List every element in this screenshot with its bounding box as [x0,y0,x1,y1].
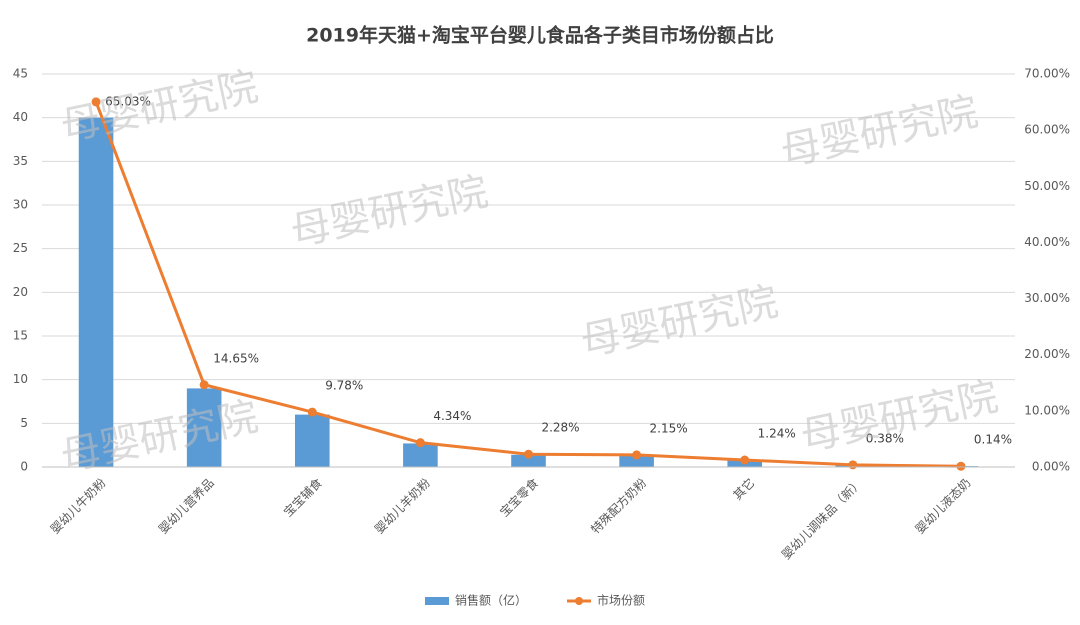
y-tick-label: 30 [13,198,28,212]
y-tick-label: 45 [13,67,28,81]
y-tick-label: 5 [20,416,28,430]
line-point [199,380,209,390]
data-label: 1.24% [758,427,796,441]
line-point [91,97,101,107]
line-point [632,450,642,460]
line-point [524,449,533,459]
legend-label: 市场份额 [597,593,645,608]
legend-swatch [425,597,449,605]
line-point [848,460,858,470]
y-tick-label: 15 [13,329,28,343]
y-tick-label: 40 [13,110,28,124]
y-tick-label: 25 [13,241,28,255]
data-label: 0.14% [974,433,1012,447]
chart-title: 2019年天猫+淘宝平台婴儿食品各子类目市场份额占比 [306,24,774,47]
y2-tick-label: 10.00% [1024,403,1070,417]
line-point [307,407,317,417]
y2-tick-label: 40.00% [1024,235,1070,249]
data-label: 2.28% [541,421,579,435]
y2-tick-label: 50.00% [1024,179,1070,193]
y-tick-label: 0 [20,460,28,474]
line-point [740,455,750,465]
data-label: 4.34% [433,409,471,423]
bar [78,117,114,468]
y-tick-label: 20 [13,285,28,299]
legend-label: 销售额（亿） [455,593,527,608]
y-tick-label: 35 [13,154,28,168]
bar [511,454,546,467]
bar [619,455,654,467]
y-tick-label: 10 [13,372,28,386]
bar [403,443,438,467]
y2-tick-label: 60.00% [1024,123,1070,137]
data-label: 2.15% [650,421,688,435]
y2-tick-label: 70.00% [1024,67,1070,81]
bar [294,414,330,467]
line-point [415,438,425,448]
data-label: 14.65% [213,351,259,365]
y2-tick-label: 20.00% [1024,347,1070,361]
data-label: 9.78% [325,379,363,393]
data-label: 0.38% [866,431,904,445]
line-point [956,461,966,471]
bar [186,388,222,467]
y2-tick-label: 30.00% [1024,291,1070,305]
y2-tick-label: 0.00% [1032,460,1070,474]
legend-swatch [575,597,584,605]
data-label: 65.03% [105,94,151,108]
